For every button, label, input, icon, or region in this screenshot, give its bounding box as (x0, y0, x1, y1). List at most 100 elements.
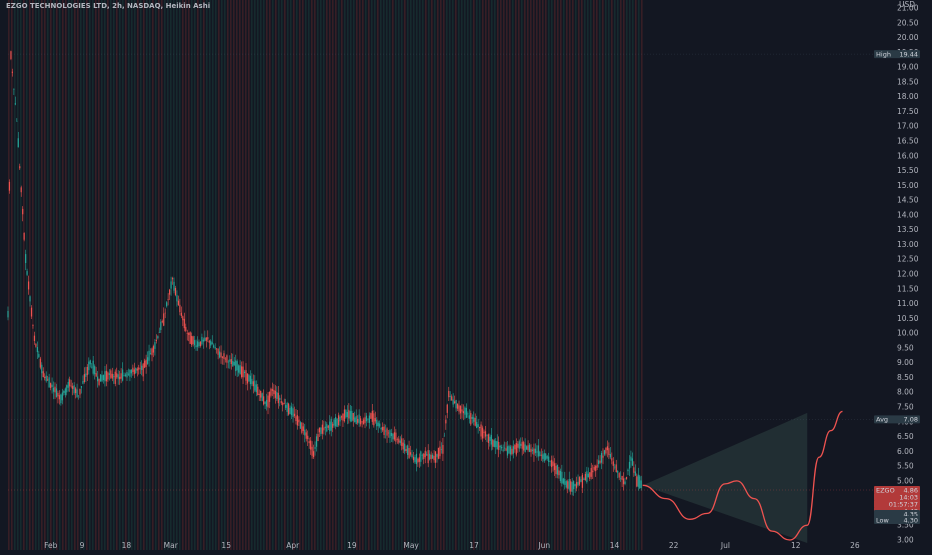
background-stripe (437, 0, 439, 550)
background-stripe (287, 0, 289, 550)
x-tick-label: 19 (347, 541, 357, 550)
price-marker-bg (874, 486, 920, 494)
candle-body (67, 382, 69, 388)
candle-body (161, 321, 163, 323)
candle-body (462, 411, 465, 414)
candle-body (8, 181, 11, 191)
y-tick-label: 9.50 (897, 343, 914, 352)
candle-body (44, 376, 46, 379)
candle-body (364, 417, 366, 424)
background-stripe (284, 0, 286, 550)
candle-body (355, 416, 357, 425)
price-marker-label: High (876, 50, 891, 58)
candle-body (29, 296, 31, 302)
background-stripe (419, 0, 421, 550)
candle-body (210, 340, 212, 346)
candle-body (285, 405, 287, 408)
y-tick-label: 15.50 (897, 166, 919, 175)
candle-body (271, 389, 274, 391)
background-stripe (269, 0, 271, 550)
candle-body (528, 444, 531, 452)
candle-body (55, 388, 58, 398)
x-tick-label: Jul (720, 541, 730, 550)
candle-body (496, 441, 498, 450)
candle-body (330, 418, 332, 431)
candle-body (99, 374, 102, 382)
candle-body (35, 343, 37, 347)
candle-body (562, 478, 564, 484)
candle-body (151, 348, 153, 356)
background-stripe (248, 0, 250, 550)
candle-body (258, 393, 260, 396)
candle-body (465, 407, 467, 418)
candle-body (343, 409, 346, 422)
candle-body (136, 368, 138, 371)
candle-body (32, 325, 34, 326)
candle-body (289, 407, 291, 414)
background-stripe (593, 0, 595, 550)
y-tick-label: 11.50 (897, 284, 919, 293)
background-stripe (329, 0, 331, 550)
candle-body (550, 459, 553, 468)
candle-body (73, 385, 75, 394)
candle-body (327, 425, 329, 428)
x-axis[interactable]: Feb 9 18 Mar 15 Apr 19 May 17 Jun 14 22 Jul 12 26 (44, 541, 860, 550)
y-tick-label: 10.00 (897, 329, 919, 338)
candle-body (214, 347, 216, 349)
background-stripe (299, 0, 301, 550)
candle-body (383, 426, 385, 435)
background-stripe (83, 0, 85, 550)
y-tick-label: 10.50 (897, 314, 919, 323)
candle-body (58, 395, 61, 400)
candle-body (365, 415, 368, 422)
background-stripe (515, 0, 517, 550)
candle-body (515, 442, 517, 455)
candle-body (484, 431, 487, 437)
background-stripe (20, 0, 22, 550)
candle-body (624, 481, 626, 484)
projection-triangle-shape (642, 412, 808, 543)
candle-body (123, 375, 125, 376)
price-markers: High19.44Avg7.08EZGO4.8614:0301:57:374.4… (8, 50, 920, 524)
candle-body (254, 380, 256, 391)
background-stripe (11, 0, 13, 550)
background-stripe (212, 0, 214, 550)
candle-body (459, 406, 462, 414)
candle-body (317, 434, 319, 442)
background-stripe (638, 0, 640, 550)
background-stripe (224, 0, 226, 550)
candle-body (565, 481, 567, 488)
price-marker-label: EZGO (876, 486, 895, 494)
candle-body (132, 367, 134, 373)
y-tick-label: 19.00 (897, 63, 919, 72)
candle-body (461, 409, 463, 412)
candle-body (298, 419, 300, 423)
candle-body (19, 166, 21, 169)
candle-body (639, 476, 641, 489)
background-stripe (596, 0, 598, 550)
y-tick-label: 3.00 (897, 536, 914, 545)
background-stripe (518, 0, 520, 550)
candle-body (348, 409, 350, 419)
background-stripe (467, 0, 469, 550)
candle-body (617, 470, 619, 473)
candle-body (536, 451, 538, 453)
candle-body (587, 473, 589, 478)
candle-body (637, 474, 639, 487)
candle-body (580, 479, 582, 482)
candle-body (248, 374, 250, 382)
background-stripe (566, 0, 568, 550)
background-stripe (503, 0, 505, 550)
candle-body (426, 454, 428, 456)
background-stripe (149, 0, 151, 550)
candle-body (502, 449, 504, 451)
background-stripe (413, 0, 415, 550)
candle-body (436, 454, 438, 457)
background-stripe (590, 0, 592, 550)
candle-body (606, 446, 609, 451)
projection-curve (642, 410, 843, 541)
candle-body (448, 390, 450, 398)
candle-body (182, 316, 184, 321)
